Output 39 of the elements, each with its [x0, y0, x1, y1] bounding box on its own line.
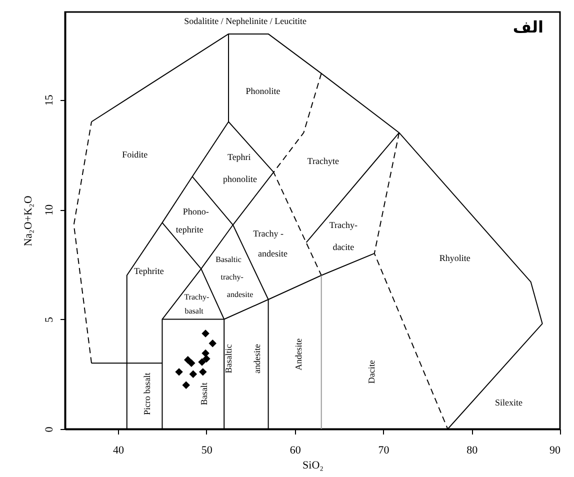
x-tick-label: 60 — [290, 444, 302, 456]
annotation: andesite — [258, 248, 288, 258]
annotation: Tephri — [227, 152, 252, 162]
annotation: tephrite — [176, 224, 204, 234]
y-tick-label: 0 — [44, 426, 56, 432]
annotation: Basalt — [198, 382, 209, 406]
y-tick-label: 5 — [44, 316, 56, 323]
annotation: phonolite — [223, 174, 258, 184]
annotation: Picro basalt — [142, 372, 152, 416]
x-tick-label: 90 — [550, 444, 561, 456]
annotation: Rhyolite — [439, 252, 470, 263]
x-tick-label: 70 — [378, 444, 390, 456]
x-axis-title: SiO₂ — [302, 460, 324, 472]
annotation: Basaltic — [224, 344, 234, 374]
annotation: Trachy- — [329, 220, 358, 230]
annotation: andesite — [226, 290, 254, 300]
x-tick-label: 40 — [113, 444, 125, 456]
annotation: Trachy- — [184, 292, 210, 302]
annotation: Sodalitite / Nephelinite / Leucitite — [184, 16, 307, 26]
y-tick-label: 10 — [44, 204, 56, 216]
annotation: Foidite — [122, 150, 148, 160]
annotation: Phono- — [182, 206, 209, 217]
annotation: Andesite — [293, 338, 304, 370]
annotation: Tephrite — [134, 266, 164, 276]
y-axis-title: Na₂O+K₂O — [22, 196, 34, 246]
annotation: Silexite — [494, 398, 522, 408]
annotation: Basaltic — [216, 255, 242, 264]
annotation: Phonolite — [246, 86, 280, 96]
annotation: Dacite — [366, 360, 377, 384]
y-tick-label: 15 — [44, 94, 56, 106]
x-tick-label: 80 — [466, 444, 478, 456]
annotation: dacite — [332, 242, 354, 252]
annotation: basalt — [184, 306, 204, 316]
annotation: الف — [512, 17, 544, 36]
annotation: trachy- — [220, 272, 244, 282]
annotation: Trachy - — [253, 228, 284, 239]
x-tick-label: 50 — [201, 444, 213, 456]
annotation: andesite — [252, 344, 262, 374]
annotation: Trachyte — [307, 156, 339, 166]
